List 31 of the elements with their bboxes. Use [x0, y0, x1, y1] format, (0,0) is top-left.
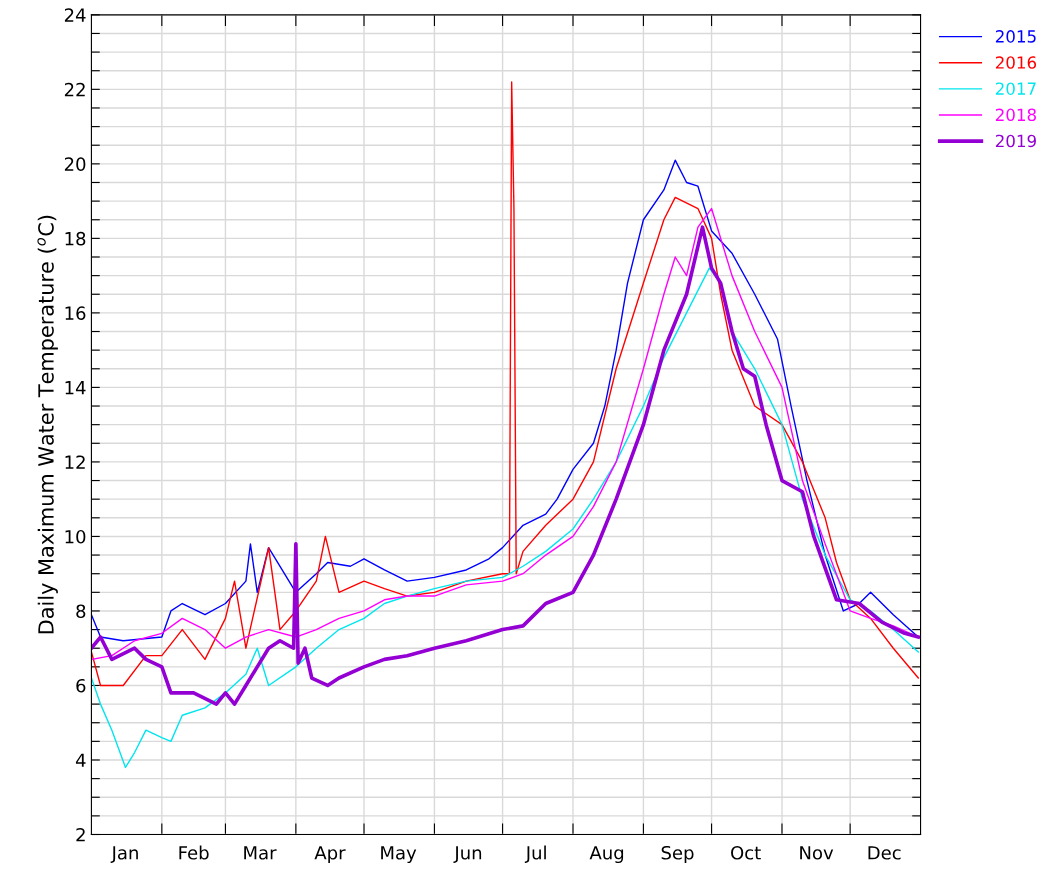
x-tick-label: Jan	[110, 846, 138, 863]
y-tick-label: 8	[76, 604, 86, 619]
y-tick-label: 18	[65, 231, 86, 246]
y-tick-label: 20	[64, 157, 86, 171]
y-tick-label: 6	[76, 678, 86, 693]
x-tick-label: Oct	[731, 845, 761, 860]
y-tick-label: 24	[64, 8, 86, 22]
legend-label: 2015	[995, 30, 1036, 43]
y-tick-label: 22	[64, 82, 85, 97]
x-tick-label: Nov	[800, 846, 834, 860]
y-axis-title: Daily Maximum Water Temperature ($^{o}$C)	[37, 215, 58, 634]
y-tick-label: 12	[65, 455, 85, 469]
x-tick-label: Aug	[589, 846, 624, 864]
y-tick-label: 16	[65, 306, 86, 321]
legend-label: 2019	[995, 134, 1036, 148]
line-series	[91, 267, 919, 769]
y-tick-label: 10	[65, 529, 86, 544]
x-tick-label: Apr	[314, 846, 346, 864]
x-tick-label: Dec	[868, 846, 901, 860]
legend-label: 2017	[995, 82, 1036, 95]
x-tick-label: May	[381, 846, 417, 864]
x-tick-label: Jul	[524, 845, 546, 863]
y-tick-label: 4	[75, 753, 86, 767]
x-tick-label: Jun	[453, 846, 482, 863]
x-tick-label: Feb	[179, 845, 209, 860]
legend-label: 2018	[995, 108, 1036, 122]
x-tick-label: Sep	[661, 845, 694, 864]
y-tick-label: 2	[76, 827, 85, 842]
legend-label: 2016	[995, 56, 1037, 69]
x-tick-label: Mar	[244, 846, 277, 860]
y-tick-label: 14	[65, 381, 86, 395]
